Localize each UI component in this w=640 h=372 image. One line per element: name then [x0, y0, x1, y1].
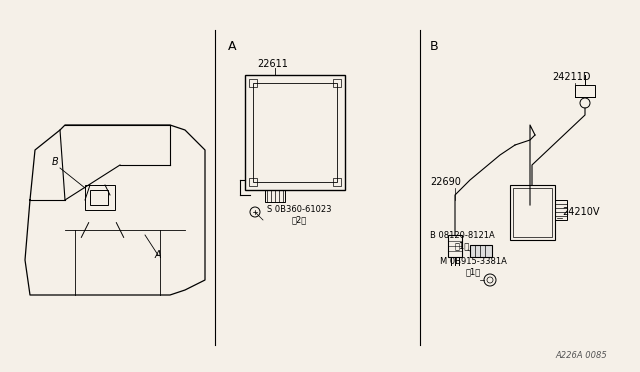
Bar [470, 245, 492, 257]
Text: M 0B915-3381A
（1）: M 0B915-3381A （1） [440, 257, 507, 276]
Bar [90, 190, 108, 205]
Text: B 08120-8121A
（1）: B 08120-8121A （1） [430, 231, 495, 250]
Bar [333, 178, 341, 186]
Text: S 0B360-61023
（2）: S 0B360-61023 （2） [267, 205, 332, 224]
Bar [513, 188, 552, 237]
Bar [249, 79, 257, 87]
Bar [555, 200, 567, 220]
Text: 24210V: 24210V [562, 207, 600, 217]
Bar [245, 75, 345, 190]
Text: 22611: 22611 [257, 59, 288, 69]
Text: B: B [430, 40, 438, 53]
Text: B: B [52, 157, 59, 167]
Text: A: A [228, 40, 237, 53]
Bar [575, 85, 595, 97]
Bar [333, 79, 341, 87]
Bar [448, 235, 462, 257]
Text: A: A [155, 250, 162, 260]
Bar [510, 185, 555, 240]
Bar [85, 185, 115, 210]
Bar [265, 190, 285, 202]
Bar [253, 83, 337, 182]
Bar [249, 178, 257, 186]
Text: 22690: 22690 [430, 177, 461, 187]
Text: A226A 0085: A226A 0085 [555, 351, 607, 360]
Text: 24211D: 24211D [552, 72, 591, 82]
